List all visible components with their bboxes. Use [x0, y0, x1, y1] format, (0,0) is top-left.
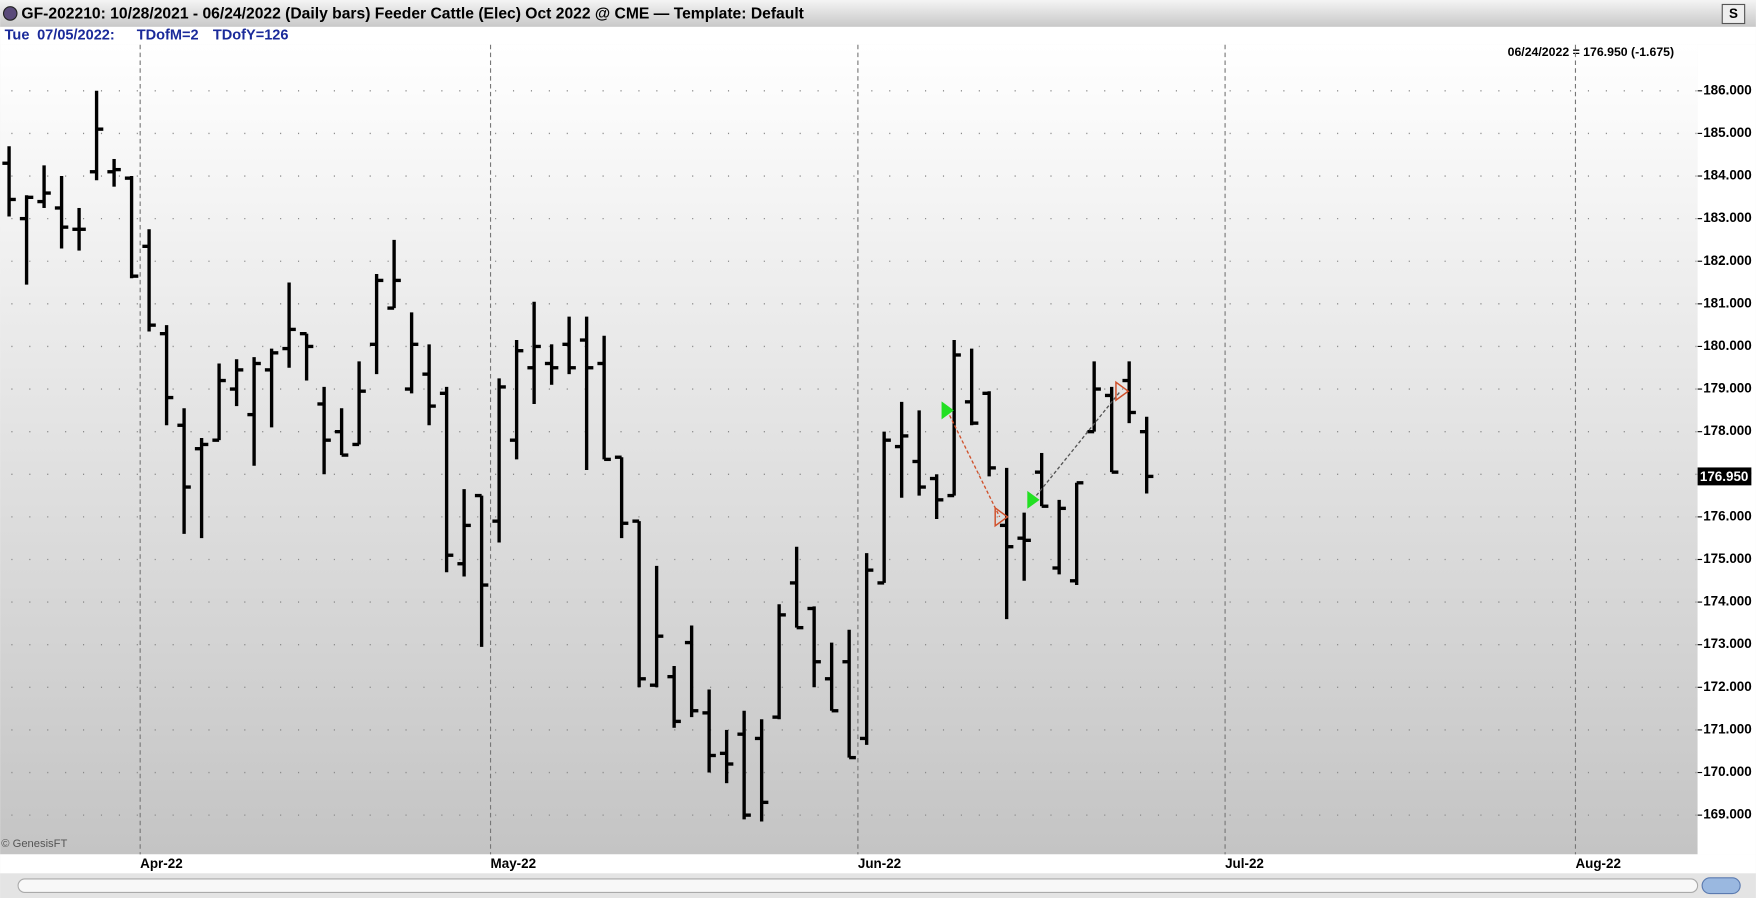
y-tick-label: 186.000	[1703, 82, 1752, 97]
y-tick-label: 184.000	[1703, 168, 1752, 183]
last-info: 06/24/2022 = 176.950 (-1.675)	[1508, 45, 1674, 59]
y-tick-label: 178.000	[1703, 423, 1752, 438]
s-button[interactable]	[1721, 3, 1746, 25]
last-price-box	[1697, 467, 1752, 486]
scroll-thumb[interactable]	[1701, 877, 1741, 895]
y-tick-label: 174.000	[1703, 594, 1752, 609]
y-tick-label: 175.000	[1703, 551, 1752, 566]
y-tick-label: 176.000	[1703, 508, 1752, 523]
y-tick-label: 170.000	[1703, 764, 1752, 779]
time-axis	[0, 854, 1756, 874]
x-tick-label: Aug-22	[1575, 856, 1621, 871]
trade-line	[1032, 390, 1121, 501]
exit-marker	[994, 506, 1009, 528]
y-tick-label: 169.000	[1703, 807, 1752, 822]
y-tick-label: 173.000	[1703, 636, 1752, 651]
title-bar	[0, 0, 1756, 27]
status-text: Tue	[5, 28, 30, 44]
exit-marker	[1115, 380, 1130, 402]
status-text: 07/05/2022:	[37, 28, 115, 44]
y-tick-label: 182.000	[1703, 253, 1752, 268]
y-tick-label: 179.000	[1703, 381, 1752, 396]
status-bar	[0, 26, 1756, 45]
scroll-track[interactable]	[17, 878, 1699, 893]
y-tick-label: 183.000	[1703, 210, 1752, 225]
y-tick-label: 180.000	[1703, 338, 1752, 353]
y-tick-label: 171.000	[1703, 721, 1752, 736]
x-tick-label: Apr-22	[140, 856, 183, 871]
x-tick-label: May-22	[491, 856, 537, 871]
x-tick-label: Jun-22	[858, 856, 901, 871]
entry-marker	[941, 401, 954, 420]
status-text: TDofY=126	[213, 28, 289, 44]
app-icon	[2, 6, 18, 21]
x-tick-label: Jul-22	[1225, 856, 1264, 871]
window-title: GF-202210: 10/28/2021 - 06/24/2022 (Dail…	[21, 6, 804, 23]
y-tick-label: 181.000	[1703, 295, 1752, 310]
y-tick-label: 172.000	[1703, 679, 1752, 694]
last-price-label: 176.950	[1700, 469, 1749, 484]
y-tick-label: 185.000	[1703, 125, 1752, 140]
credit: © GenesisFT	[1, 838, 67, 850]
s-button-label[interactable]: S	[1729, 6, 1738, 21]
entry-marker	[1027, 490, 1040, 509]
status-text: TDofM=2	[137, 28, 199, 44]
price-axis	[1697, 44, 1756, 855]
trade-line	[946, 410, 1001, 518]
